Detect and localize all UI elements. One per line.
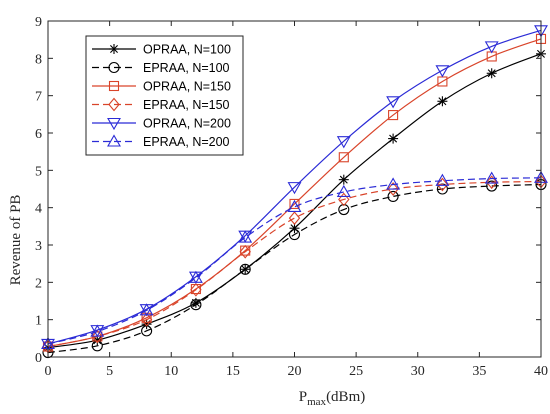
series-line <box>47 38 542 348</box>
legend-entry: EPRAA, N=100 <box>92 61 230 75</box>
data-point <box>238 230 253 243</box>
data-point <box>486 180 498 192</box>
series-line <box>47 29 542 345</box>
x-axis-label: Pmax(dBm) <box>299 389 365 408</box>
legend-marker <box>107 117 121 131</box>
data-point <box>386 177 401 190</box>
legend-label: OPRAA, N=100 <box>143 43 231 57</box>
legend-marker <box>107 134 121 147</box>
x-tick-label: 15 <box>226 364 240 379</box>
data-point <box>338 174 349 185</box>
data-point <box>90 324 105 337</box>
data-point <box>338 152 349 163</box>
x-tick-label: 25 <box>349 364 363 379</box>
x-tick-label: 10 <box>164 364 178 379</box>
data-point <box>289 198 300 209</box>
data-point <box>336 136 351 149</box>
x-tick-label: 35 <box>472 364 486 379</box>
data-point <box>437 96 448 107</box>
legend-entry: EPRAA, N=150 <box>92 97 230 112</box>
data-point <box>190 282 202 297</box>
y-tick-label: 8 <box>35 52 42 67</box>
x-axis-label-subscript: max <box>307 396 326 408</box>
data-point <box>188 270 203 283</box>
axes: 0 5 10 15 20 25 30 35 40 0 1 2 3 4 5 6 7 8 9 <box>35 15 548 379</box>
legend: OPRAA, N=100 EPRAA, N=100 OPRAA, N=150 EPRA… <box>85 35 244 156</box>
y-tick-label: 0 <box>35 351 42 366</box>
data-point <box>436 177 449 192</box>
legend-label: OPRAA, N=200 <box>143 117 231 131</box>
legend-entry: OPRAA, N=200 <box>92 117 231 131</box>
legend-entry: OPRAA, N=150 <box>92 80 231 94</box>
data-point <box>387 182 399 196</box>
legend-marker <box>108 61 120 74</box>
legend-marker <box>108 80 120 92</box>
data-point <box>239 244 251 259</box>
x-axis-label-main: P <box>299 389 307 405</box>
x-tick-label: 30 <box>411 364 425 379</box>
series-line <box>47 183 542 354</box>
data-point <box>139 303 154 316</box>
legend-marker <box>108 97 120 112</box>
y-tick-label: 3 <box>35 239 42 254</box>
legend-marker <box>109 44 119 54</box>
x-tick-label: 40 <box>534 364 548 379</box>
data-point <box>435 173 450 186</box>
data-point <box>288 211 301 225</box>
data-point <box>239 263 251 275</box>
y-tick-label: 2 <box>35 276 42 291</box>
legend-label: OPRAA, N=150 <box>143 80 231 94</box>
data-point <box>91 329 104 344</box>
series-line <box>47 177 542 345</box>
data-point <box>388 110 399 121</box>
x-tick-label: 5 <box>106 364 113 379</box>
legend-entry: OPRAA, N=100 <box>92 43 231 57</box>
y-axis-label: Revenue of PB <box>8 195 24 286</box>
series-6 <box>41 170 548 349</box>
y-tick-label: 7 <box>35 90 42 105</box>
data-point <box>288 228 301 241</box>
data-point <box>190 299 202 311</box>
data-point <box>435 65 450 78</box>
plot-area <box>41 25 548 359</box>
data-point <box>484 171 499 184</box>
data-point <box>338 203 350 216</box>
legend-label: EPRAA, N=100 <box>143 61 230 75</box>
legend-entry: EPRAA, N=200 <box>92 134 230 149</box>
data-point <box>485 175 498 190</box>
data-point <box>336 184 351 198</box>
legend-label: EPRAA, N=150 <box>143 98 230 112</box>
y-tick-label: 1 <box>35 314 42 329</box>
x-tick-label: 0 <box>45 364 52 379</box>
data-point <box>287 182 302 195</box>
data-point <box>388 133 399 144</box>
data-point <box>386 96 401 109</box>
y-tick-label: 6 <box>35 127 42 142</box>
data-point <box>387 190 399 203</box>
data-point <box>140 312 153 327</box>
data-point <box>486 68 497 79</box>
data-point <box>287 199 302 212</box>
y-tick-label: 9 <box>35 15 42 30</box>
legend-box <box>85 35 244 156</box>
data-point <box>484 41 499 54</box>
x-axis-label-unit: (dBm) <box>326 389 365 405</box>
y-tick-label: 4 <box>35 202 42 217</box>
data-point <box>338 192 350 207</box>
x-tick-label: 20 <box>288 364 302 379</box>
legend-label: EPRAA, N=200 <box>143 135 230 149</box>
y-tick-label: 5 <box>35 164 42 179</box>
